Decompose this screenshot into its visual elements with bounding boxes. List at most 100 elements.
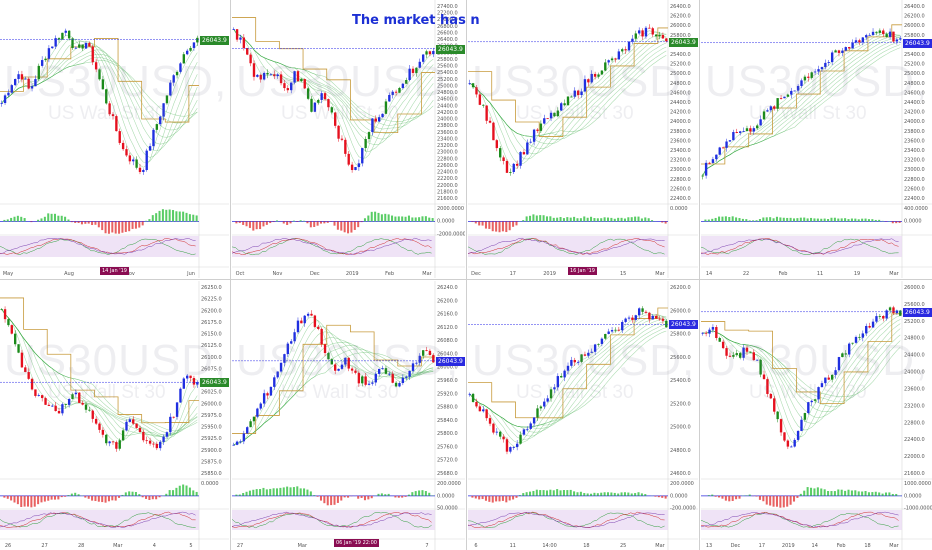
oscillator-bar [20, 216, 23, 222]
oscillator-bar [175, 487, 178, 496]
oscillator-bar [556, 217, 559, 222]
candle-body [259, 74, 262, 80]
oscillator-bar [549, 489, 552, 496]
oscillator-bar [576, 492, 579, 496]
oscillator-bar [728, 216, 731, 222]
candle-body [145, 150, 148, 171]
candle-body [895, 39, 899, 42]
ribbon-line [1, 57, 198, 124]
oscillator-bar [87, 221, 90, 224]
oscillator-bar [874, 219, 877, 222]
oscillator-bar [421, 490, 424, 496]
candle-body [111, 114, 115, 117]
candle-body [762, 111, 766, 120]
chart-panel-4[interactable]: 26400.026200.026000.025800.025600.025400… [701, 0, 932, 278]
oscillator-bar [319, 221, 322, 224]
ribbon-line [233, 325, 434, 446]
candle-body [269, 386, 273, 396]
oscillator-bar [262, 221, 265, 227]
candle-body [405, 376, 408, 378]
ribbon-line [1, 54, 198, 131]
candle-body [888, 307, 892, 311]
candle-body [851, 342, 854, 344]
price-tick-label: 22600.0 [670, 186, 691, 192]
oscillator-bar [296, 221, 299, 222]
oscillator-bar [10, 217, 13, 222]
oscillator-bar [84, 495, 87, 498]
oscillator-bar [735, 217, 738, 222]
candle-body [17, 344, 20, 353]
oscillator-bar [421, 216, 424, 222]
oscillator-bar [333, 221, 336, 226]
oscillator-bar [188, 487, 191, 496]
candle-body [44, 58, 47, 61]
candle-body [279, 362, 283, 372]
oscillator-bar [704, 219, 707, 222]
oscillator-bar [610, 492, 613, 496]
candle-body [0, 103, 3, 104]
oscillator-bar [370, 495, 373, 499]
oscillator-bar [738, 218, 741, 222]
oscillator-line [0, 238, 196, 255]
candle-body [115, 442, 118, 449]
chart-panel-5[interactable]: 26250.0 26225.0 26200.0 26175.0 26150.0 26125… [0, 281, 229, 550]
ribbon-line [702, 34, 901, 176]
oscillator-bar [617, 217, 620, 222]
candle-body [621, 49, 624, 52]
oscillator-bar [292, 487, 295, 496]
ribbon-line [702, 35, 901, 176]
candle-body [800, 80, 803, 86]
oscillator-line [0, 238, 196, 255]
candle-body [888, 31, 892, 37]
oscillator-bar [857, 219, 860, 222]
candle-body [34, 389, 37, 396]
candle-body [152, 443, 155, 445]
candle-body [54, 405, 57, 412]
oscillator-bar [118, 221, 121, 234]
candle-body [841, 50, 844, 53]
candle-body [182, 378, 186, 389]
chart-panel-6[interactable]: 26240.0 26200.0 26160.0 26120.0 26080.0 26040… [232, 281, 465, 550]
time-tick-label: 2019 [782, 543, 795, 549]
chart-panel-8[interactable]: 26000.0 25600.0 25200.0 24800.0 24400.0 24000… [701, 281, 932, 550]
candle-body [61, 32, 64, 40]
oscillator-bar [380, 214, 383, 222]
oscillator-bar [347, 495, 350, 498]
time-tick-label: Dec [471, 271, 481, 277]
oscillator-bar [566, 217, 569, 222]
oscillator-line [701, 511, 899, 529]
price-tick-label: 26080.0 [437, 338, 458, 344]
chart-svg: 26240.0 26200.0 26160.0 26120.0 26080.0 26040… [232, 281, 465, 550]
price-tick-label: 27000.0 [437, 17, 458, 23]
candle-body [135, 423, 138, 428]
oscillator-bar [810, 487, 813, 496]
oscillator-bar [47, 213, 50, 222]
candle-body [607, 331, 610, 334]
candle-body [892, 31, 895, 42]
ribbon-line [233, 345, 434, 446]
oscillator-bar [508, 221, 511, 231]
price-tick-label: 25000.0 [670, 425, 691, 431]
candle-body [899, 310, 902, 316]
chart-panel-2[interactable]: 27400.0 27200.0 27000.0 26800.0 26600.0 26400… [232, 0, 465, 278]
oscillator-bar [404, 495, 407, 497]
oscillator-bar [252, 221, 255, 231]
oscillator-bar [391, 215, 394, 222]
chart-panel-7[interactable]: 26200.0 26000.0 25800.0 25600.0 25400.0 25200… [468, 281, 698, 550]
candle-body [175, 71, 179, 76]
time-tick-label: 2019 [346, 271, 359, 277]
oscillator-bar [407, 215, 410, 222]
price-tick-label: 26025.0 [201, 390, 222, 396]
price-tick-label: 26000.0 [904, 23, 925, 29]
candle-body [192, 378, 196, 385]
price-tick-label: 24000.0 [670, 119, 691, 125]
candle-body [475, 401, 478, 407]
chart-panel-3[interactable]: 26400.026200.026000.025800.025600.025400… [468, 0, 698, 278]
oscillator-bar [192, 214, 195, 222]
candle-body [340, 138, 344, 140]
candle-body [793, 90, 796, 92]
candle-body [610, 58, 614, 61]
oscillator-bar [309, 221, 312, 228]
oscillator-bar [630, 493, 633, 496]
